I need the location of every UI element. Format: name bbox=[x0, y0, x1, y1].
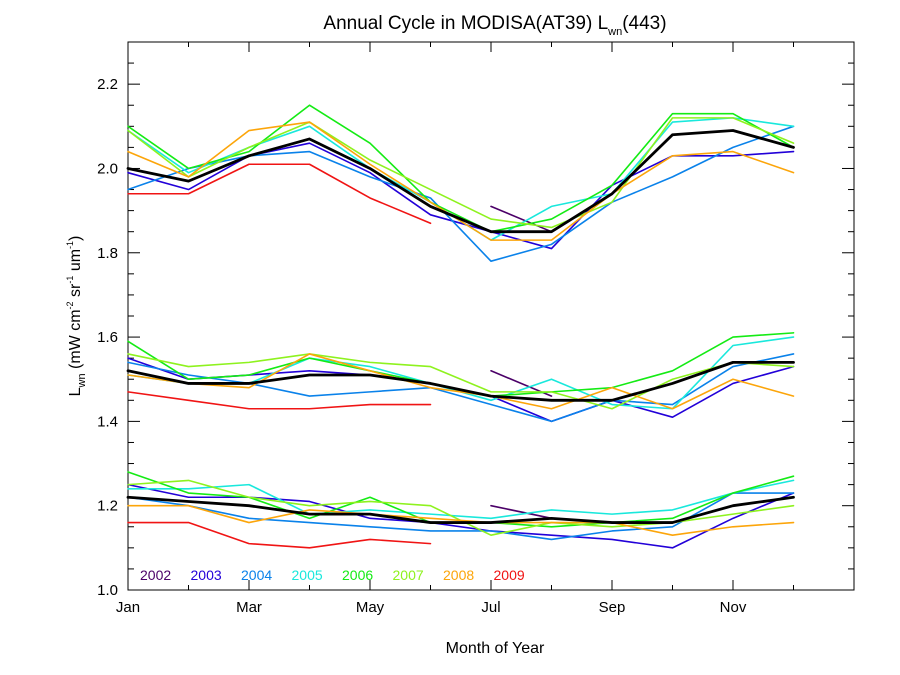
series-line-2004 bbox=[127, 125, 795, 263]
y-axis-title: Lwn (mW cm-2 sr-1 um-1) bbox=[65, 236, 88, 397]
mean-line bbox=[126, 360, 795, 402]
legend-entry-2008: 2008 bbox=[443, 567, 474, 583]
chart-title-subscript: wn bbox=[607, 26, 622, 38]
y-tick-label: 2.2 bbox=[97, 76, 118, 93]
chart-title-suffix: (443) bbox=[622, 13, 666, 34]
x-tick-label: Jul bbox=[481, 599, 500, 616]
axis-ticks bbox=[127, 42, 854, 591]
series-line-2008 bbox=[127, 353, 795, 410]
x-tick-label: Mar bbox=[236, 599, 262, 616]
x-tick-label: Nov bbox=[720, 599, 747, 616]
y-axis-title-exp3: -1 bbox=[65, 241, 75, 249]
legend: 2002 2003 2004 2005 2006 2007 2008 2009 bbox=[140, 567, 525, 583]
series-line-2007 bbox=[127, 353, 795, 410]
series-line-2009 bbox=[127, 163, 432, 225]
series-line-2006 bbox=[127, 104, 795, 233]
legend-entry-2002: 2002 bbox=[140, 567, 171, 583]
legend-entry-2005: 2005 bbox=[292, 567, 323, 583]
series-line-2006 bbox=[127, 471, 795, 528]
mean-line bbox=[126, 129, 795, 234]
chart-title-main: Annual Cycle in MODISA(AT39) L bbox=[323, 13, 608, 34]
y-axis-title-unit-mid1: sr bbox=[67, 283, 84, 301]
y-axis-title-unit-open: (mW cm bbox=[67, 309, 84, 373]
y-tick-label: 1.4 bbox=[97, 413, 118, 430]
series-line-2009 bbox=[127, 391, 432, 410]
series-line-2008 bbox=[127, 121, 795, 241]
series-line-2003 bbox=[127, 142, 795, 250]
legend-entry-2007: 2007 bbox=[393, 567, 424, 583]
y-tick-label: 1.6 bbox=[97, 329, 118, 346]
series-lines bbox=[126, 104, 795, 549]
x-axis-title: Month of Year bbox=[446, 640, 545, 657]
legend-entry-2004: 2004 bbox=[241, 567, 272, 583]
y-tick-label: 1.0 bbox=[97, 582, 118, 599]
plot-area bbox=[127, 41, 855, 591]
legend-entry-2003: 2003 bbox=[191, 567, 222, 583]
series-line-2002 bbox=[490, 205, 553, 233]
series-line-2007 bbox=[127, 117, 795, 229]
y-axis-title-unit-close: ) bbox=[67, 236, 84, 241]
series-line-2009 bbox=[127, 521, 432, 549]
y-axis-title-unit-mid2: um bbox=[67, 249, 84, 276]
y-tick-label: 1.8 bbox=[97, 245, 118, 262]
y-tick-label: 1.2 bbox=[97, 498, 118, 515]
y-tick-label: 2.0 bbox=[97, 160, 118, 177]
legend-entry-2009: 2009 bbox=[494, 567, 525, 583]
mean-line bbox=[126, 495, 795, 524]
y-axis-title-prefix-subscript: wn bbox=[76, 373, 88, 388]
x-tick-label: Sep bbox=[599, 599, 626, 616]
y-axis-title-prefix: L bbox=[67, 387, 84, 396]
series-line-2002 bbox=[490, 504, 553, 520]
y-axis-title-exp1: -2 bbox=[65, 301, 75, 309]
series-line-2005 bbox=[127, 479, 795, 520]
legend-entry-2006: 2006 bbox=[342, 567, 373, 583]
tick-labels: Jan Mar May Jul Sep Nov 1.0 1.2 1.4 1.6 1.8 2.0 2.2 bbox=[97, 76, 747, 616]
x-tick-label: Jan bbox=[116, 599, 140, 616]
chart-title: Annual Cycle in MODISA(AT39) Lwn(443) bbox=[323, 13, 666, 38]
x-tick-label: May bbox=[356, 599, 385, 616]
y-axis-title-exp2: -1 bbox=[65, 276, 75, 284]
series-line-2008 bbox=[127, 504, 795, 537]
